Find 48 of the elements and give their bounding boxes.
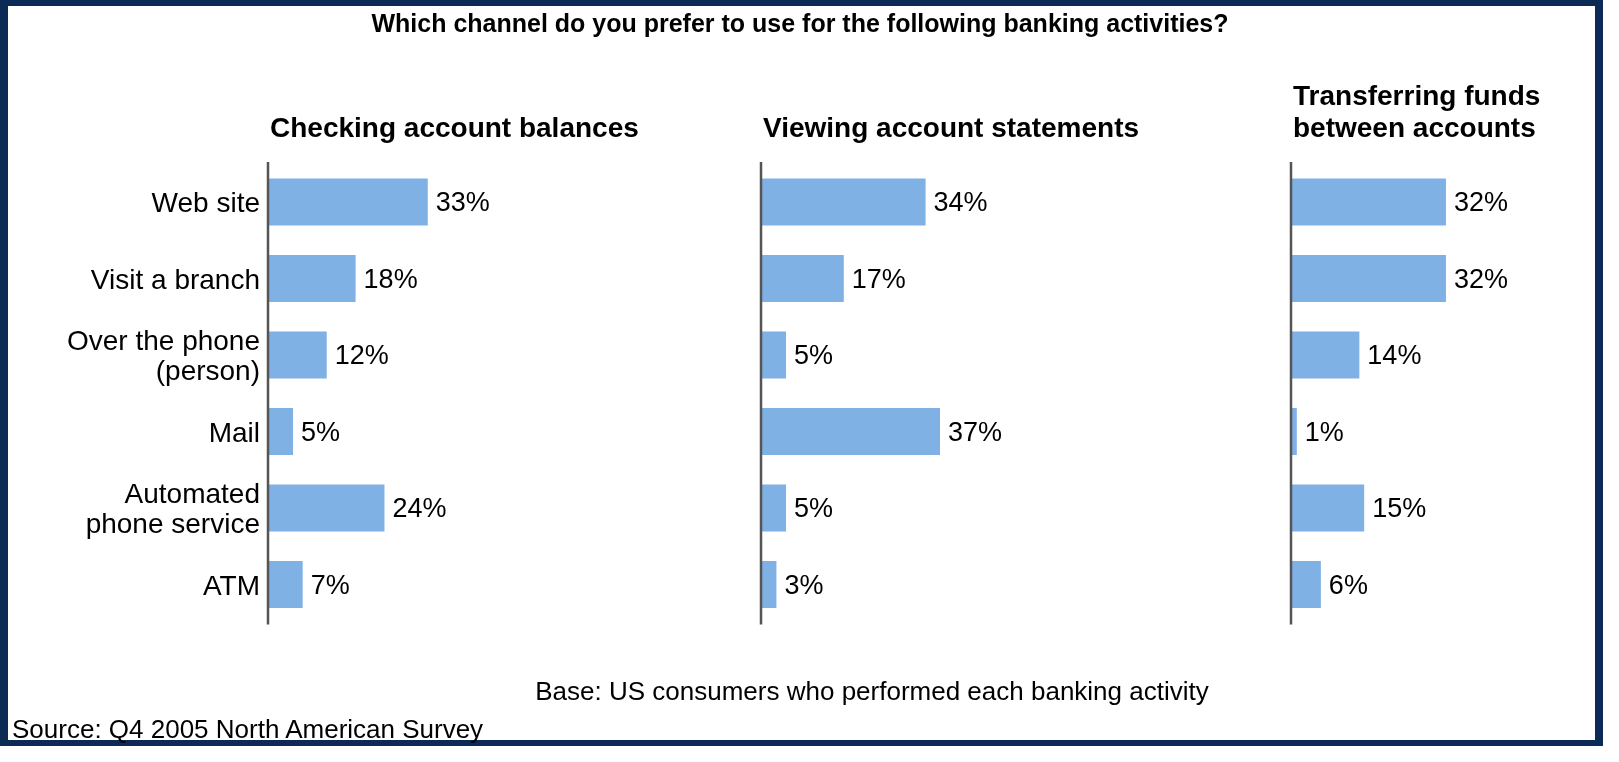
y-tick-label: Visit a branch <box>90 263 260 294</box>
bar <box>269 484 385 532</box>
bar <box>762 484 787 532</box>
data-label: 15% <box>1372 493 1427 523</box>
bar <box>762 408 940 455</box>
chart-subtitle: Viewing account statements <box>763 112 1140 143</box>
bar <box>1292 255 1446 302</box>
bar <box>1292 331 1360 379</box>
data-label: 24% <box>392 493 447 523</box>
bar <box>1292 484 1365 532</box>
bar <box>762 255 844 302</box>
data-label: 6% <box>1328 569 1368 600</box>
bar <box>269 331 327 379</box>
y-tick-label: Mail <box>208 416 260 447</box>
bar <box>269 255 356 302</box>
data-label: 5% <box>794 340 834 370</box>
bar <box>269 178 428 226</box>
text: Base: US consumers who performed each banking activity <box>535 676 1209 706</box>
data-label: 12% <box>334 340 389 370</box>
data-label: 37% <box>948 416 1003 447</box>
data-label: 5% <box>794 493 834 523</box>
data-label: 33% <box>435 187 490 217</box>
data-label: 32% <box>1453 187 1508 217</box>
data-label: 3% <box>784 569 824 600</box>
bar <box>762 331 787 379</box>
chart-subtitle: Transferring funds between accounts <box>1293 80 1541 143</box>
bar <box>1292 178 1446 226</box>
bar <box>1292 561 1321 608</box>
y-tick-label: Web site <box>151 186 260 218</box>
bar <box>269 561 303 608</box>
text: Which channel do you prefer to use for the following banking activities? <box>371 9 1229 37</box>
data-label: 32% <box>1453 263 1508 294</box>
bar <box>269 408 294 455</box>
data-label: 14% <box>1367 340 1422 370</box>
source-note: Source: Q4 2005 North American Survey <box>12 714 484 744</box>
data-label: 34% <box>933 187 988 217</box>
data-label: 5% <box>301 416 341 447</box>
chart-subtitle: Checking account balances <box>270 112 639 143</box>
data-label: 1% <box>1304 416 1344 447</box>
y-tick-label: Automated phone service <box>85 477 260 539</box>
data-label: 18% <box>363 263 418 294</box>
y-tick-label: Over the phone (person) <box>66 324 260 386</box>
bar <box>762 178 926 226</box>
y-tick-label: ATM <box>202 569 260 600</box>
data-label: 17% <box>851 263 906 294</box>
bar <box>1292 408 1297 455</box>
data-label: 7% <box>310 569 350 600</box>
bar <box>762 561 777 608</box>
